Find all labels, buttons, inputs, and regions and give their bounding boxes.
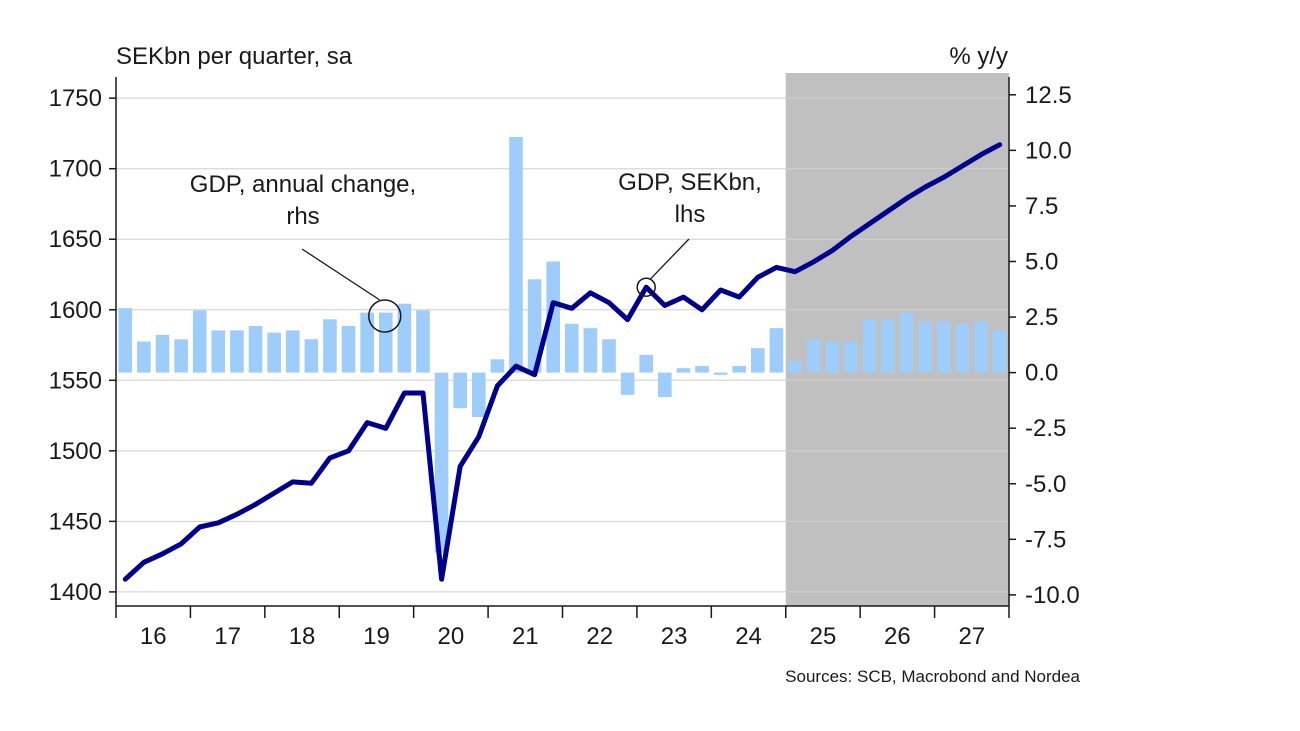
x-tick-label: 19 (363, 623, 390, 650)
bar (192, 310, 207, 373)
left-tick-label: 1600 (49, 297, 102, 324)
bar (583, 328, 598, 373)
bar (676, 368, 691, 373)
right-tick-label: 5.0 (1025, 248, 1058, 275)
x-tick-label: 22 (586, 623, 613, 650)
x-tick-label: 21 (512, 623, 539, 650)
right-axis-title: % y/y (949, 43, 1008, 70)
bar (285, 330, 300, 373)
bar (137, 341, 151, 373)
bar (527, 279, 542, 373)
bar (565, 323, 579, 373)
right-tick-label: -2.5 (1025, 415, 1066, 442)
x-tick-label: 27 (958, 623, 985, 650)
bar (602, 339, 616, 373)
bar (844, 341, 858, 373)
bar (899, 312, 914, 373)
left-tick-label: 1700 (49, 156, 102, 183)
gdp-line (122, 142, 1003, 582)
bar (248, 325, 263, 373)
bar (732, 365, 747, 373)
bar (341, 325, 356, 373)
annotation-line-leader (649, 238, 690, 280)
right-tick-label: 10.0 (1025, 137, 1072, 164)
bar (267, 332, 281, 373)
bar (974, 321, 988, 373)
bar (174, 339, 188, 373)
left-tick-label: 1450 (49, 508, 102, 535)
bar (211, 330, 226, 373)
bar-series-layer (118, 137, 1007, 553)
annotations: GDP, annual change, rhs GDP, SEKbn, lhs (190, 169, 762, 333)
bar (788, 361, 802, 373)
bar (416, 310, 430, 373)
bar (360, 312, 374, 373)
annotation-line-circle (636, 277, 656, 297)
bar (658, 372, 672, 398)
bar (378, 312, 393, 373)
bar (695, 365, 709, 373)
bar (230, 330, 244, 373)
bar (955, 323, 970, 373)
left-tick-label: 1650 (49, 226, 102, 253)
right-tick-label: -5.0 (1025, 471, 1066, 498)
bar (304, 339, 319, 373)
right-tick-label: 2.5 (1025, 304, 1058, 331)
bar (323, 319, 337, 373)
x-tick-label: 18 (289, 623, 316, 650)
bar (434, 372, 449, 553)
bar (155, 334, 170, 373)
bar (769, 328, 784, 373)
bar (620, 372, 635, 395)
x-tick-label: 26 (884, 623, 911, 650)
x-tick-label: 24 (735, 623, 762, 650)
left-tick-label: 1550 (49, 367, 102, 394)
bar (639, 354, 654, 373)
bar (397, 303, 412, 373)
annotation-bars-text: rhs (286, 203, 319, 230)
x-tick-label: 23 (661, 623, 688, 650)
left-axis-title: SEKbn per quarter, sa (116, 43, 353, 70)
bar (509, 137, 523, 373)
bar (453, 372, 467, 409)
bar (471, 372, 486, 418)
annotation-bars-circle (368, 299, 402, 333)
left-tick-label: 1500 (49, 438, 102, 465)
gridlines (116, 97, 1009, 593)
bar (881, 319, 895, 373)
right-tick-label: 0.0 (1025, 360, 1058, 387)
right-tick-label: -7.5 (1025, 526, 1066, 553)
bar (992, 330, 1007, 373)
right-tick-label: 7.5 (1025, 193, 1058, 220)
x-tick-label: 16 (140, 623, 167, 650)
right-tick-label: 12.5 (1025, 82, 1072, 109)
bar (118, 308, 133, 373)
axes (109, 77, 1016, 618)
bar (713, 372, 728, 375)
bar (806, 339, 821, 373)
left-tick-label: 1400 (49, 579, 102, 606)
left-tick-label: 1750 (49, 85, 102, 112)
right-tick-label: -10.0 (1025, 582, 1080, 609)
annotation-bars-leader (301, 248, 381, 301)
bar (546, 261, 560, 373)
annotation-line-text: lhs (675, 201, 706, 228)
x-tick-label: 25 (810, 623, 837, 650)
bar (918, 321, 933, 373)
bar (490, 359, 505, 373)
annotation-line-text: GDP, SEKbn, (618, 169, 762, 196)
tick-labels: 1400 1450 1500 1550 1600 1650 1700 1750 -10.0 -7.… (49, 82, 1080, 650)
bar (937, 321, 951, 373)
annotation-bars-text: GDP, annual change, (190, 171, 416, 198)
x-tick-label: 17 (214, 623, 241, 650)
source-note: Sources: SCB, Macrobond and Nordea (785, 667, 1080, 686)
bar (862, 319, 877, 373)
line-series-layer (122, 142, 1003, 582)
x-tick-label: 20 (438, 623, 465, 650)
bar (751, 348, 765, 373)
bar (825, 341, 840, 373)
